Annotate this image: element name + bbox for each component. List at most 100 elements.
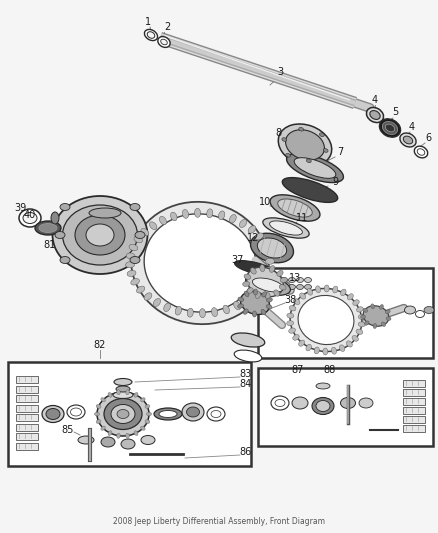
Ellipse shape: [95, 412, 99, 416]
Text: 84: 84: [240, 379, 252, 389]
Bar: [403, 398, 425, 405]
Ellipse shape: [154, 408, 182, 420]
Text: 2: 2: [164, 22, 170, 32]
Ellipse shape: [130, 256, 140, 263]
Ellipse shape: [170, 212, 177, 221]
Ellipse shape: [238, 304, 244, 308]
Ellipse shape: [126, 253, 135, 259]
Text: 11: 11: [296, 213, 308, 223]
Ellipse shape: [145, 405, 150, 408]
Ellipse shape: [251, 290, 259, 297]
Text: 83: 83: [240, 369, 252, 379]
Ellipse shape: [403, 136, 413, 144]
Ellipse shape: [244, 309, 248, 314]
Ellipse shape: [145, 29, 158, 41]
Text: 3: 3: [277, 67, 283, 77]
Bar: [8, 362, 251, 466]
Ellipse shape: [240, 220, 247, 228]
Ellipse shape: [264, 249, 273, 256]
Ellipse shape: [101, 426, 105, 430]
Ellipse shape: [367, 108, 384, 123]
Ellipse shape: [135, 231, 145, 238]
Ellipse shape: [219, 211, 225, 220]
Ellipse shape: [385, 310, 390, 314]
Ellipse shape: [287, 321, 293, 326]
Ellipse shape: [279, 285, 286, 290]
Ellipse shape: [233, 301, 240, 310]
Ellipse shape: [252, 278, 283, 292]
Ellipse shape: [265, 259, 275, 264]
Ellipse shape: [293, 298, 300, 304]
Ellipse shape: [299, 340, 304, 346]
Ellipse shape: [261, 309, 266, 315]
Ellipse shape: [359, 398, 373, 408]
Ellipse shape: [314, 347, 319, 354]
Ellipse shape: [230, 214, 236, 223]
Text: 37: 37: [231, 255, 243, 265]
Ellipse shape: [255, 292, 261, 298]
Ellipse shape: [75, 215, 125, 255]
Ellipse shape: [319, 133, 324, 136]
Ellipse shape: [104, 399, 142, 430]
Ellipse shape: [280, 285, 287, 289]
Ellipse shape: [266, 304, 272, 309]
Ellipse shape: [315, 286, 321, 293]
Bar: [16, 424, 38, 431]
Ellipse shape: [346, 341, 352, 347]
Ellipse shape: [270, 195, 320, 221]
Text: 5: 5: [392, 107, 398, 117]
Ellipse shape: [144, 214, 256, 312]
Ellipse shape: [86, 224, 114, 246]
Ellipse shape: [158, 37, 170, 47]
Ellipse shape: [63, 205, 138, 265]
Bar: [16, 395, 38, 402]
Ellipse shape: [212, 308, 218, 317]
Ellipse shape: [53, 196, 148, 274]
Ellipse shape: [60, 256, 70, 263]
Ellipse shape: [129, 244, 138, 251]
Ellipse shape: [269, 221, 302, 235]
Ellipse shape: [19, 209, 41, 227]
Ellipse shape: [89, 208, 121, 218]
Ellipse shape: [46, 408, 60, 419]
Ellipse shape: [101, 398, 105, 402]
Ellipse shape: [304, 285, 311, 289]
Ellipse shape: [333, 286, 338, 293]
Ellipse shape: [260, 264, 265, 271]
Text: 6: 6: [425, 133, 431, 143]
Ellipse shape: [306, 344, 311, 351]
Ellipse shape: [340, 398, 356, 408]
Ellipse shape: [289, 278, 296, 282]
Ellipse shape: [243, 281, 250, 286]
Text: 81: 81: [44, 240, 56, 250]
Ellipse shape: [126, 262, 134, 268]
Ellipse shape: [277, 270, 283, 276]
Ellipse shape: [164, 303, 170, 311]
Ellipse shape: [116, 386, 130, 392]
Ellipse shape: [161, 39, 167, 45]
Ellipse shape: [280, 278, 287, 282]
Bar: [16, 385, 38, 392]
Ellipse shape: [262, 292, 267, 297]
Ellipse shape: [153, 298, 161, 306]
Ellipse shape: [400, 133, 416, 147]
Ellipse shape: [182, 209, 188, 219]
Text: 85: 85: [62, 425, 74, 435]
Ellipse shape: [286, 130, 325, 160]
Ellipse shape: [266, 298, 272, 302]
Bar: [403, 389, 425, 396]
Ellipse shape: [282, 138, 287, 141]
Ellipse shape: [126, 433, 129, 438]
Ellipse shape: [251, 233, 293, 263]
Ellipse shape: [298, 295, 354, 344]
Ellipse shape: [117, 390, 120, 395]
Ellipse shape: [141, 435, 155, 445]
Ellipse shape: [347, 294, 353, 300]
Ellipse shape: [244, 274, 251, 279]
Ellipse shape: [272, 278, 279, 282]
Ellipse shape: [324, 285, 329, 292]
Ellipse shape: [71, 408, 81, 416]
Ellipse shape: [386, 317, 391, 320]
Ellipse shape: [141, 229, 149, 236]
Ellipse shape: [272, 285, 279, 289]
